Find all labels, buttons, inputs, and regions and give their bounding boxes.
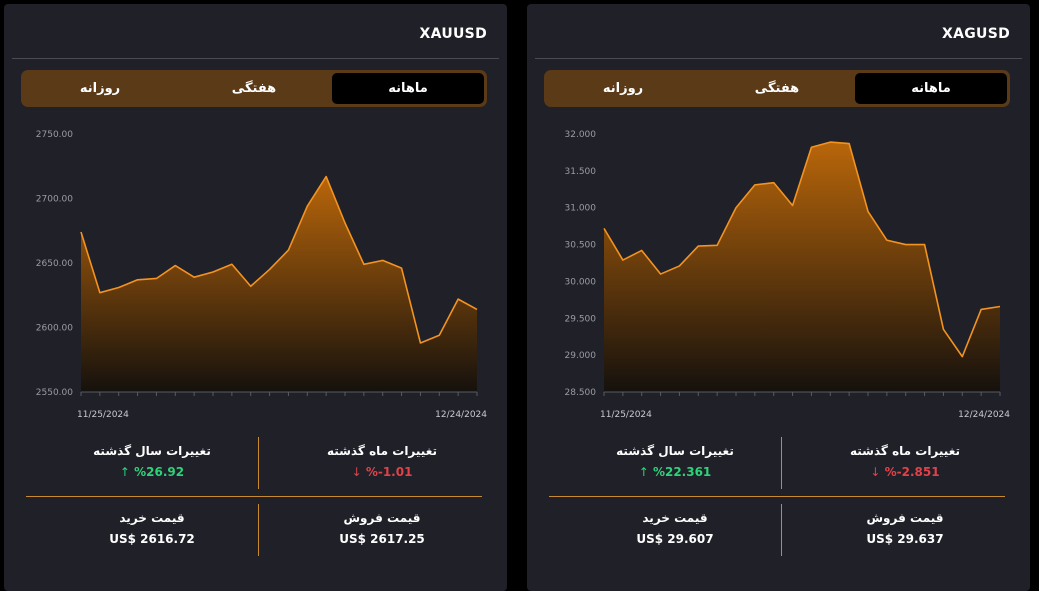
arrow-up-icon: ↑ [119, 465, 130, 479]
area-fill [604, 142, 1000, 392]
y-tick-label: 32.000 [565, 130, 597, 140]
stats-divider-horizontal [26, 496, 482, 497]
arrow-down-icon: ↓ [351, 465, 362, 479]
year-change-stat: تغییرات سال گذشته ↑ %22.361 [575, 444, 775, 479]
sell-price-stat: قیمت فروش US$ 2617.25 [282, 511, 482, 546]
year-change-label: تغییرات سال گذشته [616, 444, 734, 458]
price-line [80, 175, 478, 344]
sell-price-value: US$ 29.637 [866, 532, 944, 546]
arrow-down-icon: ↓ [870, 465, 881, 479]
year-change-value-row: ↑ %22.361 [575, 465, 775, 479]
month-change-value-row: ↓ %-1.01 [282, 465, 482, 479]
y-tick-label: 30.000 [565, 277, 597, 287]
year-change-value: %22.361 [652, 465, 712, 479]
month-change-value-row: ↓ %-2.851 [805, 465, 1005, 479]
title-divider [12, 58, 499, 59]
y-tick-label: 29.500 [565, 314, 597, 324]
buy-price-label: قیمت خرید [119, 511, 185, 525]
y-tick-label: 2650.00 [36, 259, 73, 269]
stats-block: تغییرات ماه گذشته ↓ %-2.851 تغییرات سال … [527, 434, 1030, 564]
stats-divider-vertical [781, 437, 782, 489]
xag-panel: XAGUSD ماهانه هفتگی روزانه 32.000 31.500 3… [527, 4, 1030, 591]
tab-monthly[interactable]: ماهانه [855, 73, 1007, 104]
tab-daily[interactable]: روزانه [602, 81, 644, 96]
buy-price-value: US$ 2616.72 [109, 532, 195, 546]
buy-price-stat: قیمت خرید US$ 2616.72 [52, 511, 252, 546]
stats-block: تغییرات ماه گذشته ↓ %-1.01 تغییرات سال گ… [4, 434, 507, 564]
month-change-stat: تغییرات ماه گذشته ↓ %-2.851 [805, 444, 1005, 479]
y-tick-label: 30.500 [565, 241, 597, 251]
x-tick-label: 11/25/2024 [77, 410, 129, 420]
tab-weekly[interactable]: هفتگی [231, 81, 277, 96]
month-change-label: تغییرات ماه گذشته [327, 444, 437, 458]
y-tick-label: 2550.00 [36, 388, 73, 398]
sell-price-label: قیمت فروش [343, 511, 421, 525]
buy-price-value: US$ 29.607 [636, 532, 714, 546]
x-tick-label: 12/24/2024 [435, 410, 487, 420]
title-divider [535, 58, 1022, 59]
stats-divider-vertical [258, 504, 259, 556]
tab-weekly[interactable]: هفتگی [754, 81, 800, 96]
price-chart: 2750.00 2700.00 2650.00 2600.00 2550.00 11/25… [36, 130, 487, 420]
sell-price-label: قیمت فروش [866, 511, 944, 525]
stats-divider-vertical [781, 504, 782, 556]
y-tick-label: 2750.00 [36, 130, 73, 140]
year-change-value-row: ↑ %26.92 [52, 465, 252, 479]
x-tick-label: 12/24/2024 [958, 410, 1010, 420]
tab-monthly[interactable]: ماهانه [332, 73, 484, 104]
tab-daily[interactable]: روزانه [79, 81, 121, 96]
symbol-title: XAUUSD [419, 26, 487, 42]
y-tick-label: 2600.00 [36, 324, 73, 334]
month-change-label: تغییرات ماه گذشته [850, 444, 960, 458]
x-tick-label: 11/25/2024 [600, 410, 652, 420]
month-change-value: %-1.01 [365, 465, 413, 479]
period-tabs: ماهانه هفتگی روزانه [21, 70, 487, 107]
y-tick-label: 31.500 [565, 167, 597, 177]
xau-panel: XAUUSD ماهانه هفتگی روزانه 2750.00 2700.0… [4, 4, 507, 591]
stats-divider-horizontal [549, 496, 1005, 497]
price-line [603, 141, 1001, 358]
period-tabs: ماهانه هفتگی روزانه [544, 70, 1010, 107]
price-chart: 32.000 31.500 31.000 30.500 30.000 29.500 29.0… [565, 130, 1011, 420]
y-tick-label: 29.000 [565, 351, 597, 361]
year-change-value: %26.92 [134, 465, 185, 479]
sell-price-stat: قیمت فروش US$ 29.637 [805, 511, 1005, 546]
y-tick-label: 2700.00 [36, 195, 73, 205]
arrow-up-icon: ↑ [638, 465, 649, 479]
y-tick-label: 28.500 [565, 388, 597, 398]
symbol-title: XAGUSD [942, 26, 1010, 42]
buy-price-stat: قیمت خرید US$ 29.607 [575, 511, 775, 546]
area-fill [81, 176, 477, 392]
year-change-label: تغییرات سال گذشته [93, 444, 211, 458]
month-change-value: %-2.851 [884, 465, 940, 479]
sell-price-value: US$ 2617.25 [339, 532, 425, 546]
month-change-stat: تغییرات ماه گذشته ↓ %-1.01 [282, 444, 482, 479]
y-tick-label: 31.000 [565, 204, 597, 214]
year-change-stat: تغییرات سال گذشته ↑ %26.92 [52, 444, 252, 479]
buy-price-label: قیمت خرید [642, 511, 708, 525]
stats-divider-vertical [258, 437, 259, 489]
